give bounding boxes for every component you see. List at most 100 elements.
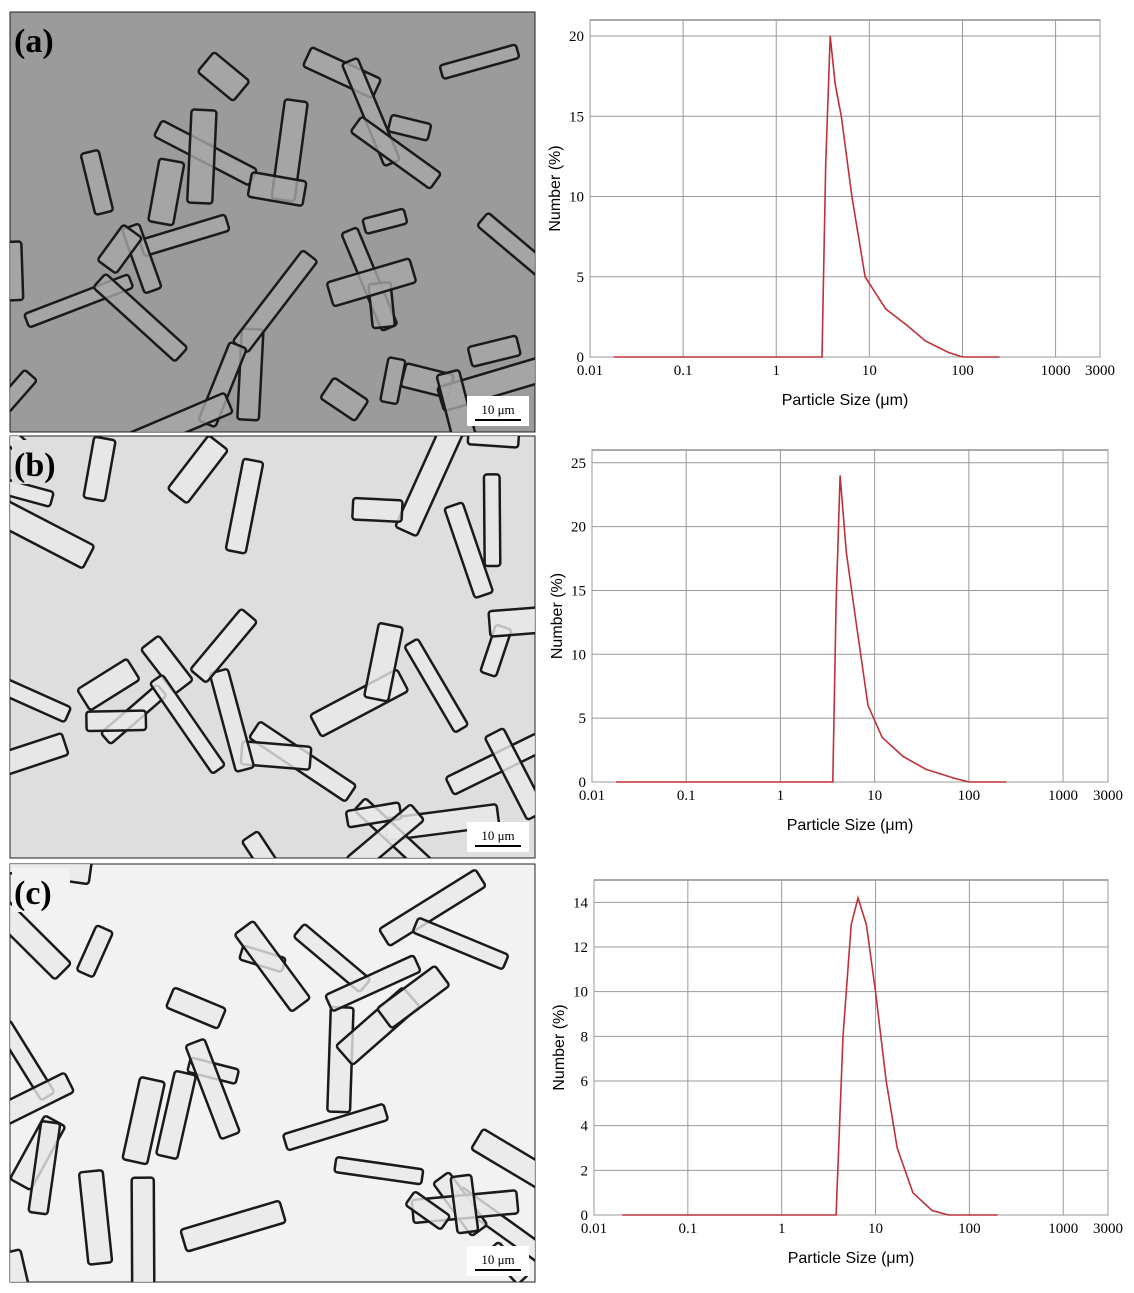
crystal — [476, 212, 535, 287]
crystal — [487, 604, 535, 638]
crystals — [10, 864, 535, 1282]
y-tick-label: 10 — [569, 190, 584, 206]
plot-area — [591, 449, 1109, 783]
x-axis-label: Particle Size (μm) — [787, 817, 914, 834]
y-tick-label: 4 — [581, 1119, 589, 1135]
y-tick-label: 15 — [571, 583, 586, 599]
x-tick-label: 100 — [951, 363, 974, 379]
crystal — [10, 1072, 75, 1139]
crystal — [97, 224, 143, 274]
panel-label: (a) — [14, 23, 54, 60]
scale-bar-label: 10 μm — [481, 402, 514, 417]
x-tick-label: 0.01 — [577, 363, 603, 379]
crystal — [467, 334, 522, 368]
crystal — [320, 377, 369, 422]
crystal — [121, 1076, 166, 1166]
crystal — [185, 1038, 241, 1140]
crystal — [10, 732, 70, 783]
crystal — [179, 1199, 287, 1253]
y-tick-label: 14 — [573, 895, 589, 911]
panel-label: (c) — [14, 875, 52, 912]
x-tick-label: 10 — [867, 788, 882, 804]
x-tick-label: 0.01 — [581, 1221, 607, 1237]
data-line — [622, 894, 998, 1216]
y-tick-label: 5 — [579, 711, 587, 727]
crystal — [376, 965, 450, 1029]
y-axis-label: Number (%) — [551, 1004, 568, 1090]
crystal — [10, 660, 72, 723]
crystal — [326, 257, 417, 308]
crystal — [333, 1156, 425, 1186]
y-tick-label: 6 — [581, 1074, 589, 1090]
label-bg — [12, 868, 70, 912]
x-tick-label: 3000 — [1085, 363, 1115, 379]
crystal — [345, 801, 403, 829]
y-tick-label: 0 — [577, 350, 585, 366]
crystal — [346, 803, 425, 858]
crystal — [79, 149, 114, 216]
crystals — [10, 43, 535, 432]
crystal — [190, 608, 258, 683]
x-tick-label: 0.1 — [678, 1221, 697, 1237]
y-tick-label: 0 — [579, 775, 587, 791]
crystal — [350, 116, 442, 190]
x-tick-label: 1 — [772, 363, 780, 379]
x-tick-label: 1000 — [1048, 1221, 1078, 1237]
crystal — [10, 369, 38, 428]
crystal — [140, 635, 194, 694]
y-tick-label: 15 — [569, 109, 584, 125]
crystal — [363, 622, 404, 703]
crystal — [394, 436, 464, 537]
crystal — [167, 436, 229, 504]
crystals — [10, 436, 535, 858]
crystal — [10, 240, 25, 302]
x-tick-label: 3000 — [1093, 788, 1123, 804]
crystal — [449, 1173, 480, 1235]
crystal — [482, 473, 502, 568]
crystal — [246, 171, 308, 207]
data-line — [613, 35, 1000, 358]
crystal — [77, 1169, 114, 1266]
x-tick-label: 100 — [958, 1221, 981, 1237]
x-axis-label: Particle Size (μm) — [788, 1250, 915, 1267]
crystal — [85, 709, 148, 733]
scale-bar-label: 10 μm — [481, 1252, 514, 1267]
crystal — [234, 920, 311, 1012]
y-tick-label: 10 — [571, 647, 586, 663]
y-tick-label: 8 — [581, 1029, 589, 1045]
y-tick-label: 20 — [571, 520, 586, 536]
crystal — [147, 157, 186, 227]
crystal — [224, 457, 265, 555]
micrograph-bg — [9, 11, 536, 433]
x-tick-label: 0.1 — [674, 363, 693, 379]
y-tick-label: 0 — [581, 1208, 589, 1224]
micrograph: (a) 10 μm — [9, 11, 536, 433]
y-tick-label: 5 — [577, 270, 585, 286]
x-tick-label: 1 — [778, 1221, 786, 1237]
crystal — [361, 207, 409, 235]
y-tick-label: 10 — [573, 985, 588, 1001]
crystal — [466, 436, 521, 449]
crystal — [324, 954, 422, 1012]
x-tick-label: 0.01 — [579, 788, 605, 804]
crystal — [412, 917, 509, 970]
crystal — [484, 727, 535, 821]
crystal — [197, 51, 250, 102]
crystal — [351, 496, 404, 524]
y-axis-label: Number (%) — [549, 573, 566, 659]
crystal — [387, 113, 433, 142]
crystal — [93, 273, 188, 362]
x-tick-label: 3000 — [1093, 1221, 1123, 1237]
micrograph: (c) 10 μm — [9, 863, 536, 1283]
x-tick-label: 0.1 — [677, 788, 696, 804]
crystal — [82, 436, 117, 503]
y-axis-label: Number (%) — [547, 145, 564, 231]
crystal — [405, 1191, 451, 1230]
x-tick-label: 100 — [958, 788, 981, 804]
crystal — [27, 1120, 62, 1216]
panel-label: (b) — [14, 447, 56, 484]
crystal — [10, 892, 72, 980]
y-tick-label: 25 — [571, 456, 586, 472]
crystal — [76, 658, 140, 711]
